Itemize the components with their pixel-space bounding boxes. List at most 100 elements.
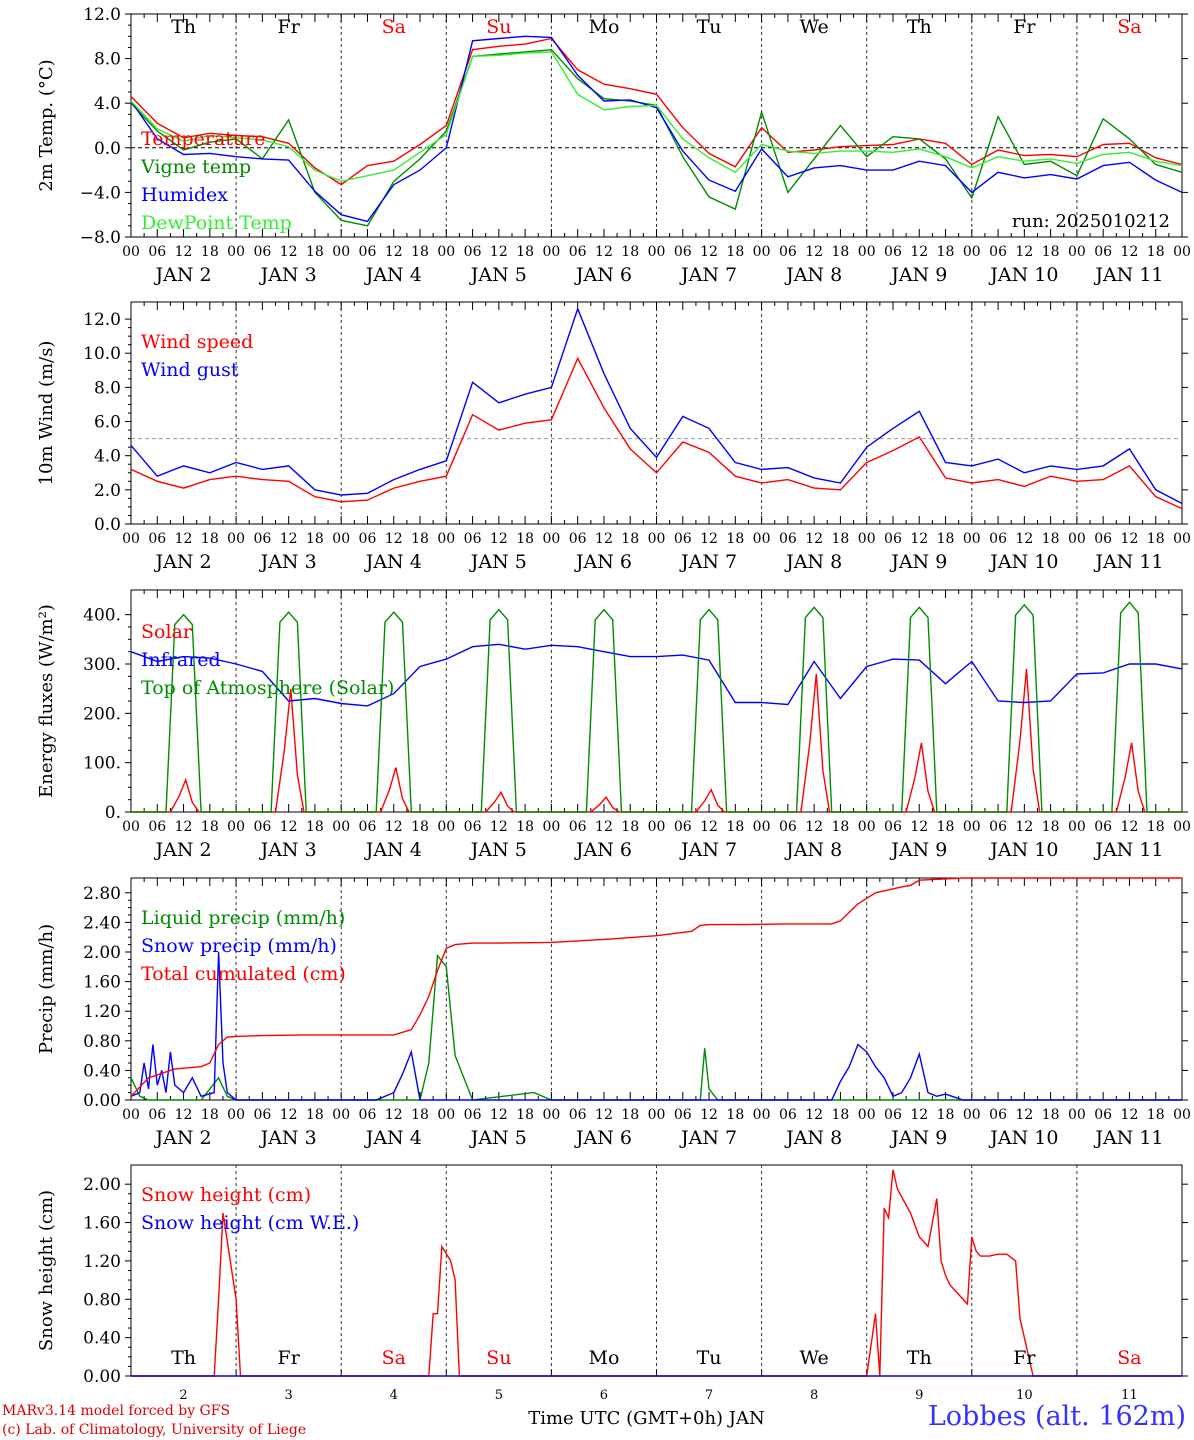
y-tick-label: 2.80 bbox=[83, 884, 121, 904]
x-day-number: 7 bbox=[705, 1388, 713, 1403]
x-hour-label: 00 bbox=[753, 244, 771, 260]
series-line-liquid-precip-mm-h- bbox=[130, 953, 1182, 1101]
x-day-number: 3 bbox=[285, 1388, 293, 1403]
weekday-label: Tu bbox=[697, 1347, 722, 1369]
x-hour-label: 12 bbox=[1015, 1107, 1033, 1123]
series-line-humidex bbox=[130, 35, 1183, 223]
x-hour-label: 12 bbox=[805, 819, 823, 835]
y-tick-label: −8.0 bbox=[80, 228, 121, 248]
x-hour-label: 06 bbox=[884, 819, 902, 835]
x-day-label: JAN 2 bbox=[154, 551, 212, 573]
x-hour-label: 00 bbox=[648, 531, 666, 547]
x-hour-label: 12 bbox=[805, 531, 823, 547]
weekday-label: Fr bbox=[278, 16, 301, 38]
series-line-top-of-atmosphere-solar- bbox=[131, 601, 1182, 813]
series-line-dewpoint-temp bbox=[130, 51, 1183, 183]
series-line-wind-gust bbox=[130, 306, 1183, 505]
x-hour-label: 00 bbox=[122, 1107, 140, 1123]
x-hour-label: 12 bbox=[175, 531, 193, 547]
x-hour-label: 06 bbox=[1094, 531, 1112, 547]
legend-entry: Humidex bbox=[141, 184, 228, 206]
y-tick-label: 2.00 bbox=[83, 1175, 121, 1195]
x-hour-label: 12 bbox=[385, 1107, 403, 1123]
x-hour-label: 00 bbox=[648, 1107, 666, 1123]
legend-entry: Temperature bbox=[141, 128, 265, 150]
x-day-label: JAN 10 bbox=[988, 1127, 1058, 1149]
x-day-label: JAN 8 bbox=[784, 551, 842, 573]
weekday-label: We bbox=[800, 1347, 829, 1369]
x-day-label: JAN 3 bbox=[259, 1127, 317, 1149]
weekday-label: Sa bbox=[1117, 16, 1141, 38]
x-hour-label: 18 bbox=[832, 531, 850, 547]
x-day-label: JAN 4 bbox=[364, 551, 422, 573]
x-hour-label: 00 bbox=[542, 1107, 560, 1123]
weekday-label: Th bbox=[171, 1347, 196, 1369]
x-hour-label: 00 bbox=[437, 244, 455, 260]
x-hour-label: 00 bbox=[858, 819, 876, 835]
x-hour-label: 06 bbox=[884, 531, 902, 547]
weekday-label: Tu bbox=[697, 16, 722, 38]
x-hour-label: 00 bbox=[963, 531, 981, 547]
x-hour-label: 00 bbox=[1068, 531, 1086, 547]
x-hour-label: 06 bbox=[884, 244, 902, 260]
x-day-label: JAN 4 bbox=[364, 264, 422, 286]
weekday-label: Su bbox=[486, 1347, 511, 1369]
x-hour-label: 18 bbox=[411, 819, 429, 835]
y-tick-label: 12.0 bbox=[83, 310, 121, 330]
series-line-infrared bbox=[130, 643, 1183, 707]
x-hour-label: 18 bbox=[726, 1107, 744, 1123]
x-hour-label: 00 bbox=[648, 819, 666, 835]
x-hour-label: 12 bbox=[490, 819, 508, 835]
series-line-wind-speed bbox=[130, 356, 1183, 510]
x-day-label: JAN 6 bbox=[574, 839, 632, 861]
x-day-label: JAN 3 bbox=[259, 551, 317, 573]
x-hour-label: 12 bbox=[805, 1107, 823, 1123]
x-day-label: JAN 10 bbox=[988, 839, 1058, 861]
y-axis-label: 2m Temp. (°C) bbox=[36, 59, 57, 191]
x-hour-label: 00 bbox=[1068, 819, 1086, 835]
x-hour-label: 18 bbox=[201, 531, 219, 547]
y-tick-label: 100. bbox=[83, 754, 121, 774]
legend-entry: Total cumulated (cm) bbox=[141, 963, 346, 985]
x-hour-label: 12 bbox=[490, 244, 508, 260]
x-day-label: JAN 5 bbox=[469, 551, 527, 573]
x-hour-label: 12 bbox=[700, 244, 718, 260]
x-hour-label: 18 bbox=[937, 531, 955, 547]
legend-entry: Snow precip (mm/h) bbox=[141, 935, 337, 957]
x-hour-label: 00 bbox=[1173, 531, 1191, 547]
x-day-label: JAN 11 bbox=[1093, 839, 1163, 861]
weekday-label: Th bbox=[171, 16, 196, 38]
x-hour-label: 18 bbox=[937, 819, 955, 835]
x-hour-label: 18 bbox=[832, 1107, 850, 1123]
x-day-label: JAN 11 bbox=[1093, 1127, 1163, 1149]
x-hour-label: 06 bbox=[569, 244, 587, 260]
x-day-label: JAN 2 bbox=[154, 264, 212, 286]
x-hour-label: 06 bbox=[464, 531, 482, 547]
x-day-label: JAN 6 bbox=[574, 1127, 632, 1149]
x-day-label: JAN 5 bbox=[469, 1127, 527, 1149]
weekday-label: Sa bbox=[1117, 1347, 1141, 1369]
x-day-label: JAN 2 bbox=[154, 1127, 212, 1149]
x-hour-label: 06 bbox=[779, 1107, 797, 1123]
x-day-label: JAN 7 bbox=[679, 264, 737, 286]
x-hour-label: 00 bbox=[332, 531, 350, 547]
y-tick-label: 6.0 bbox=[94, 413, 121, 433]
x-hour-label: 12 bbox=[805, 244, 823, 260]
lab-credit: (c) Lab. of Climatology, University of L… bbox=[2, 1422, 307, 1438]
x-hour-label: 00 bbox=[858, 1107, 876, 1123]
x-hour-label: 12 bbox=[1121, 244, 1139, 260]
x-hour-label: 00 bbox=[332, 819, 350, 835]
x-hour-label: 06 bbox=[359, 1107, 377, 1123]
x-hour-label: 18 bbox=[306, 244, 324, 260]
x-hour-label: 18 bbox=[1147, 819, 1165, 835]
x-hour-label: 06 bbox=[779, 531, 797, 547]
x-hour-label: 00 bbox=[858, 531, 876, 547]
x-day-label: JAN 9 bbox=[889, 264, 947, 286]
x-day-number: 5 bbox=[495, 1388, 503, 1403]
x-hour-label: 18 bbox=[1042, 819, 1060, 835]
x-hour-label: 06 bbox=[674, 819, 692, 835]
series-line-snow-precip-mm-h- bbox=[130, 951, 1182, 1101]
x-hour-label: 06 bbox=[989, 244, 1007, 260]
x-hour-label: 06 bbox=[569, 531, 587, 547]
x-hour-label: 18 bbox=[516, 819, 534, 835]
